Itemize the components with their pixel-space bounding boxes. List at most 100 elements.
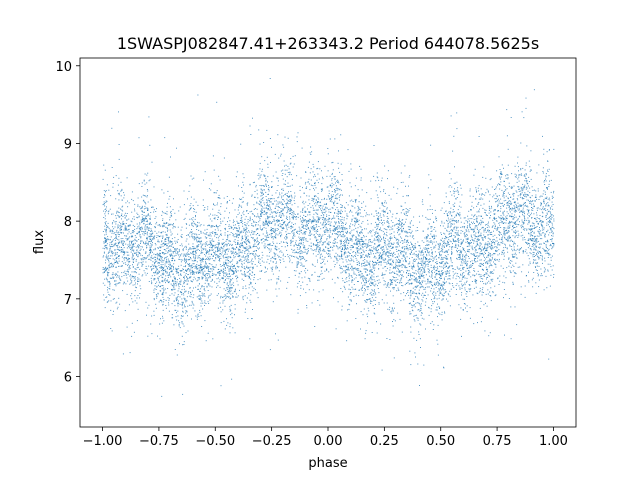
data-point [205, 263, 207, 265]
data-point [261, 156, 263, 158]
data-point [471, 221, 472, 223]
data-point [383, 236, 385, 238]
data-point [320, 240, 322, 242]
data-point [398, 245, 400, 247]
data-point [367, 274, 369, 276]
data-point [261, 192, 263, 194]
data-point [286, 237, 288, 239]
data-point [153, 299, 155, 301]
data-point [442, 281, 444, 283]
data-point [232, 222, 234, 224]
data-point [397, 244, 399, 245]
data-point [437, 263, 438, 265]
data-point [518, 188, 520, 190]
data-point [382, 209, 384, 211]
data-point [198, 298, 200, 300]
data-point [164, 137, 166, 139]
data-point [434, 209, 436, 211]
data-point [496, 220, 498, 222]
data-point [342, 258, 344, 260]
data-point [162, 268, 164, 269]
data-point [324, 234, 326, 235]
data-point [124, 226, 126, 228]
data-point [262, 223, 264, 225]
data-point [403, 271, 405, 273]
data-point [244, 295, 246, 297]
data-point [109, 277, 111, 279]
data-point [353, 234, 355, 236]
data-point [527, 194, 529, 196]
data-point [402, 254, 404, 256]
data-point [517, 245, 519, 247]
data-point [381, 272, 383, 274]
data-point [244, 271, 245, 272]
data-point [117, 214, 119, 216]
data-point [446, 220, 448, 222]
data-point [242, 299, 244, 301]
data-point [178, 300, 179, 302]
data-point [272, 245, 274, 246]
data-point [402, 209, 404, 211]
data-point [147, 242, 149, 244]
data-point [478, 224, 479, 226]
data-point [487, 293, 489, 295]
data-point [472, 294, 474, 296]
data-point [423, 272, 425, 273]
data-point [430, 233, 432, 235]
data-point [166, 206, 168, 208]
data-point [553, 218, 555, 220]
data-point [398, 229, 399, 230]
data-point [525, 204, 526, 206]
data-point [451, 262, 453, 264]
data-point [192, 251, 194, 253]
data-point [442, 248, 444, 250]
data-point [391, 310, 393, 312]
data-point [162, 296, 164, 298]
data-point [454, 241, 456, 243]
data-point [275, 333, 276, 335]
data-point [358, 201, 360, 203]
data-point [413, 216, 415, 218]
data-point [430, 227, 432, 229]
data-point [386, 231, 388, 233]
data-point [258, 248, 259, 250]
data-point [362, 246, 364, 248]
data-point [377, 262, 379, 264]
data-point [364, 243, 366, 245]
data-point [108, 294, 110, 295]
data-point [453, 239, 454, 241]
data-point [498, 234, 500, 236]
data-point [122, 251, 124, 253]
data-point [464, 303, 466, 305]
data-point [536, 238, 537, 240]
data-point [257, 197, 259, 199]
data-point [247, 240, 249, 242]
data-point [260, 202, 262, 204]
data-point [120, 229, 122, 231]
data-point [533, 231, 535, 233]
data-point [279, 214, 281, 216]
data-point [228, 256, 230, 258]
data-point [337, 188, 339, 190]
data-point [271, 268, 273, 270]
data-point [294, 228, 296, 230]
data-point [257, 224, 259, 226]
data-point [116, 253, 118, 255]
data-point [448, 221, 450, 223]
data-point [363, 235, 365, 236]
data-point [322, 176, 323, 178]
data-point [234, 314, 235, 316]
data-point [285, 193, 286, 195]
data-point [185, 299, 187, 301]
data-point [217, 202, 218, 204]
data-point [468, 267, 470, 269]
data-point [318, 279, 320, 281]
data-point [551, 195, 553, 197]
data-point [515, 206, 517, 208]
data-point [470, 253, 472, 255]
data-point [358, 261, 360, 263]
data-point [196, 249, 198, 251]
data-point [138, 247, 140, 249]
data-point [136, 228, 138, 230]
data-point [329, 228, 331, 230]
